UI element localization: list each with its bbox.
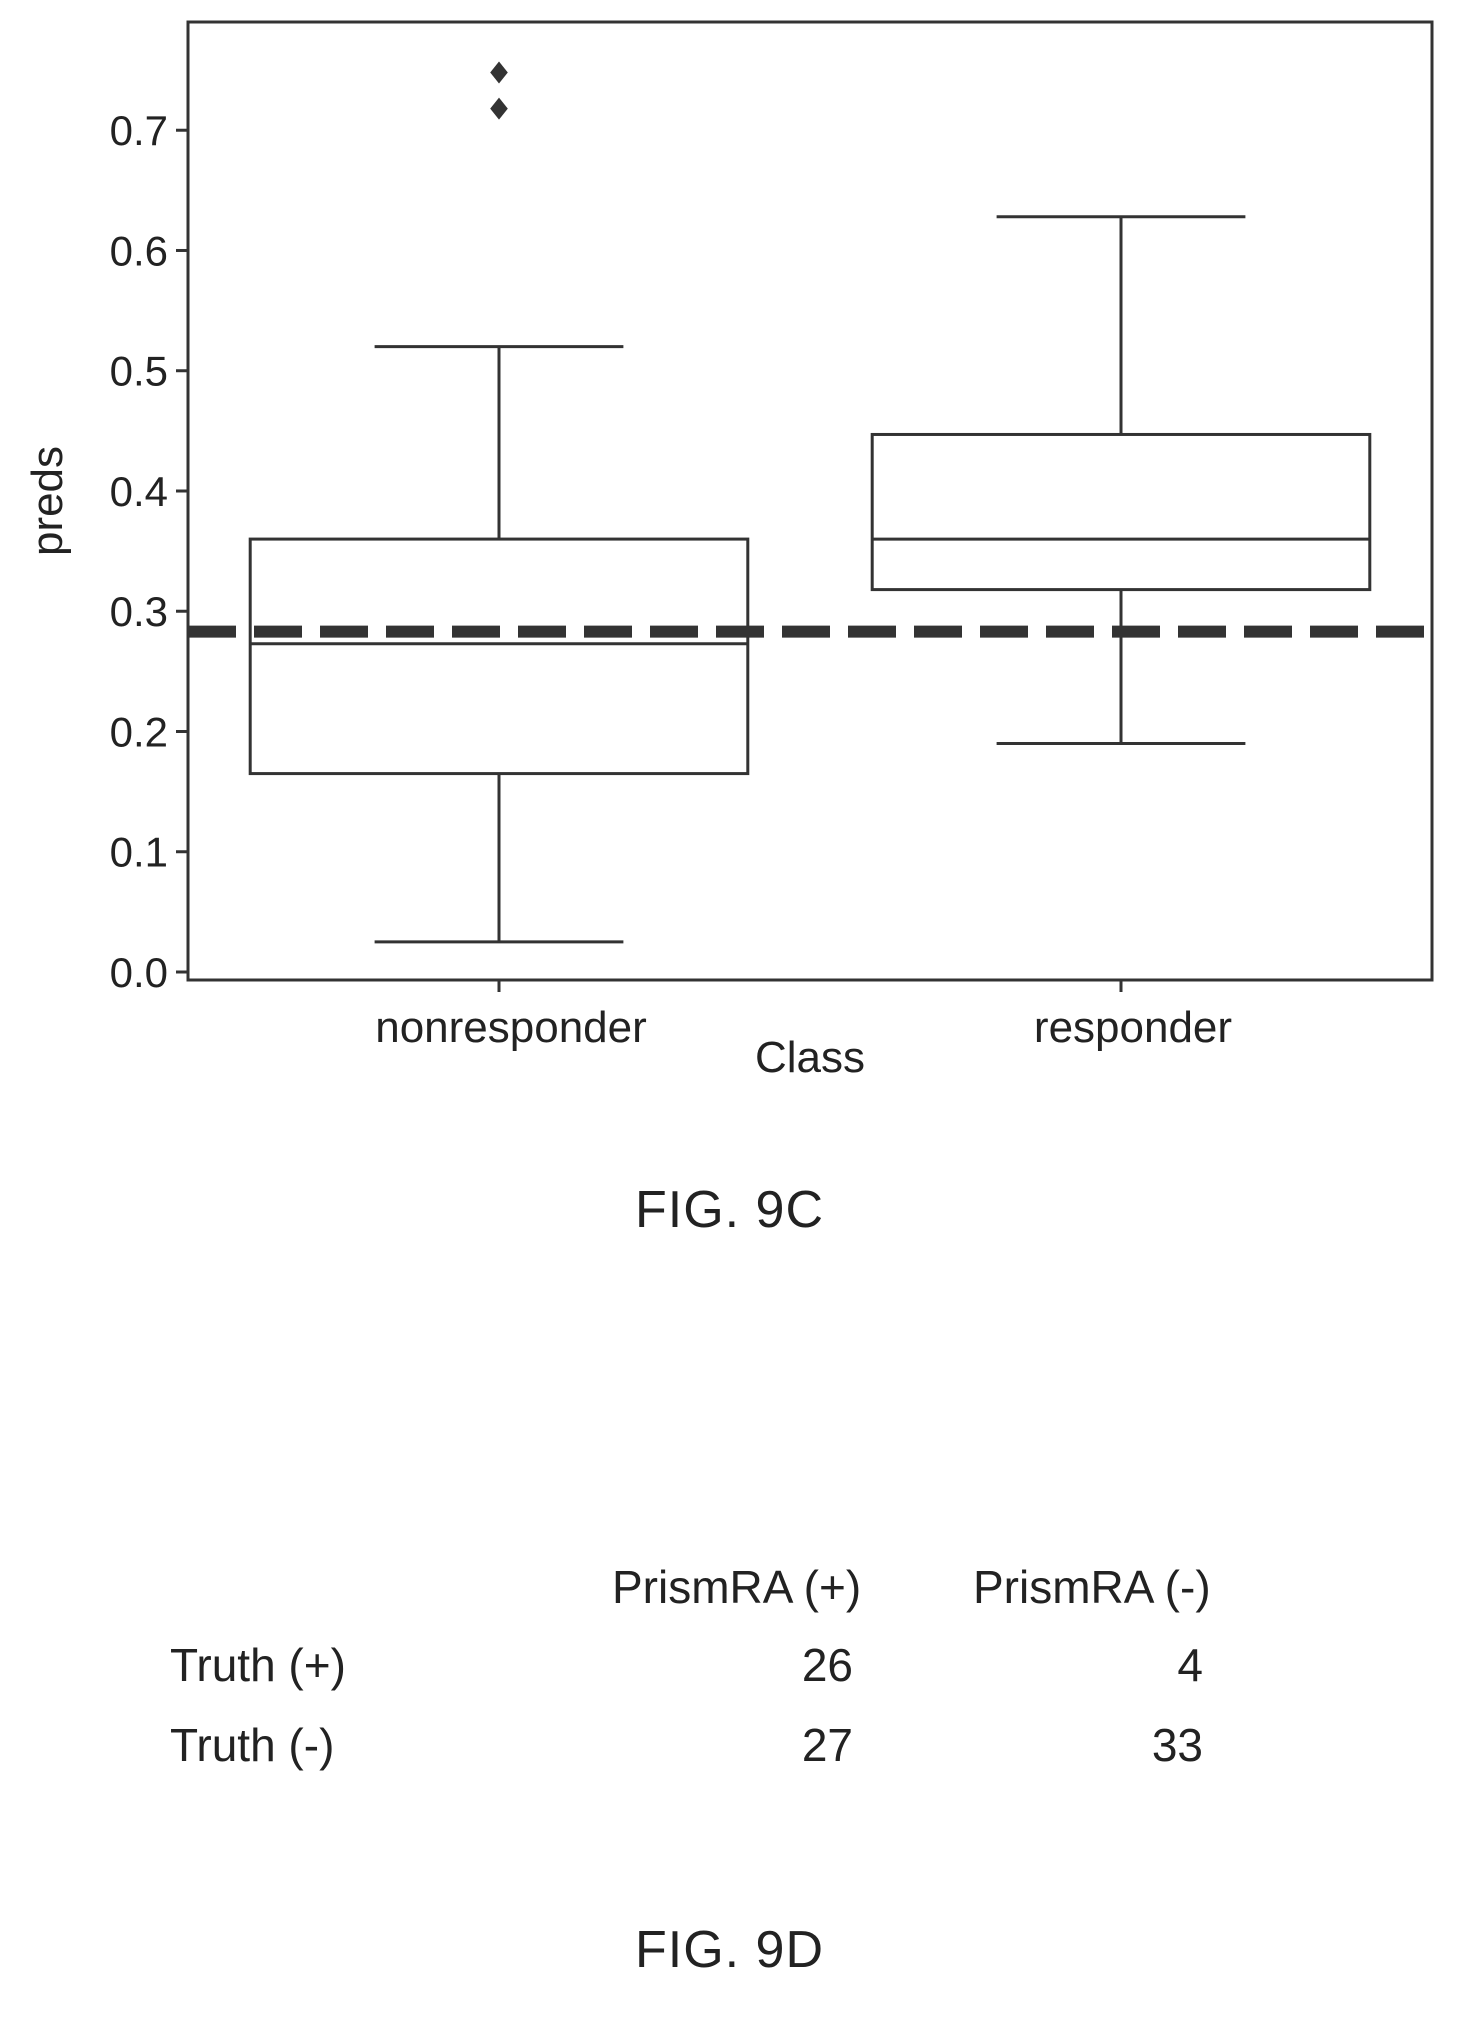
column-header-prismra-negative: PrismRA (-) xyxy=(973,1561,1211,1613)
y-tick-label: 0.6 xyxy=(110,227,168,274)
cell-truth-pos-prismra-neg: 4 xyxy=(1177,1639,1203,1691)
y-axis-label: preds xyxy=(23,446,72,556)
row-label-truth-positive: Truth (+) xyxy=(170,1639,346,1691)
x-axis-label: Class xyxy=(755,1033,865,1082)
outlier-point-nonresponder xyxy=(490,97,508,120)
fig-9c-caption: FIG. 9C xyxy=(634,1181,825,1239)
y-tick-label: 0.2 xyxy=(110,708,168,755)
y-tick-label: 0.5 xyxy=(110,348,168,395)
row-label-truth-negative: Truth (-) xyxy=(170,1719,335,1771)
x-tick-label-nonresponder: nonresponder xyxy=(375,1003,647,1052)
fig-9d-caption: FIG. 9D xyxy=(634,1921,825,1979)
confusion-table: PrismRA (+) PrismRA (-) Truth (+) 26 4 T… xyxy=(0,1560,1459,1820)
y-tick-label: 0.0 xyxy=(110,949,168,996)
column-header-prismra-positive: PrismRA (+) xyxy=(612,1561,862,1613)
box-responder xyxy=(870,432,1372,592)
box-plot-chart: 0.0 0.1 0.2 0.3 0.4 0.5 0.6 0.7 preds nonresponde… xyxy=(23,20,1434,1082)
x-tick-label-responder: responder xyxy=(1034,1003,1232,1052)
y-tick-label: 0.4 xyxy=(110,468,168,515)
y-tick-label: 0.3 xyxy=(110,588,168,635)
y-tick-label: 0.1 xyxy=(110,829,168,876)
y-tick-label: 0.7 xyxy=(110,107,168,154)
outlier-point-nonresponder xyxy=(490,61,508,84)
cell-truth-neg-prismra-pos: 27 xyxy=(801,1719,853,1771)
cell-truth-neg-prismra-neg: 33 xyxy=(1151,1719,1203,1771)
box-nonresponder xyxy=(248,537,750,776)
cell-truth-pos-prismra-pos: 26 xyxy=(801,1639,853,1691)
plot-frame xyxy=(186,20,1434,982)
